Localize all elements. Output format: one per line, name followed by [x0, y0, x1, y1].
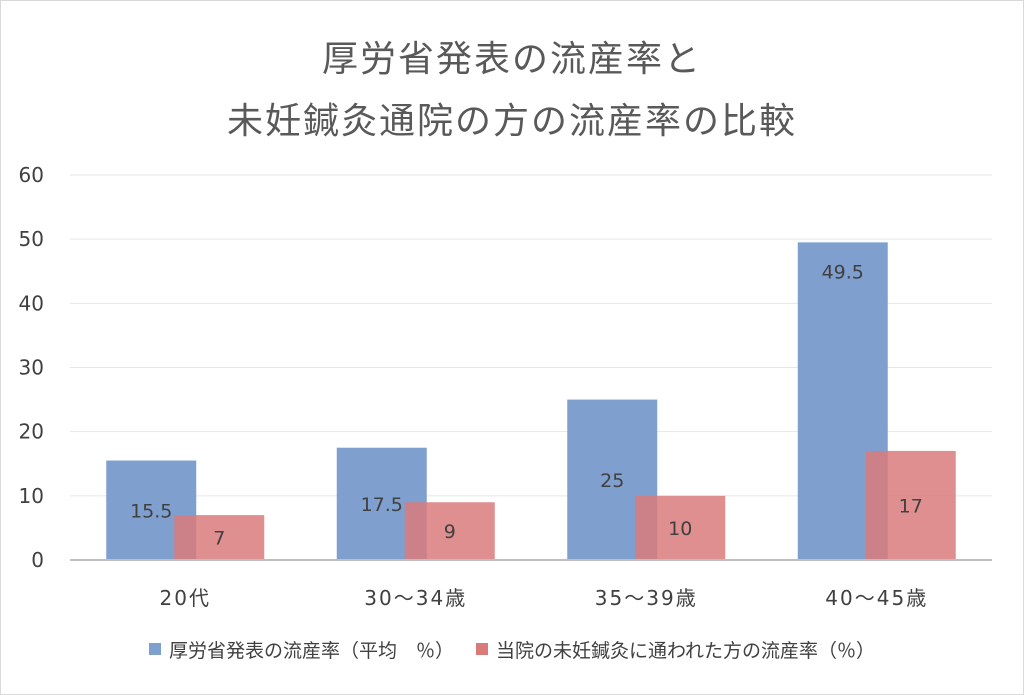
data-label-series-1: 49.5: [822, 261, 864, 283]
chart-title-line-2: 未妊鍼灸通院の方の流産率の比較: [226, 101, 797, 142]
bar-series-2: [865, 450, 956, 560]
legend-label-series-1: 厚労省発表の流産率（平均 ％）: [168, 639, 454, 662]
bar-series-2: [635, 495, 726, 560]
data-label-series-2: 17: [899, 495, 923, 517]
data-label-series-1: 17.5: [361, 494, 403, 516]
legend-item-series-1: 厚労省発表の流産率（平均 ％）: [148, 636, 454, 663]
chart-title-line-1: 厚労省発表の流産率と: [321, 39, 702, 80]
legend: 厚労省発表の流産率（平均 ％） 当院の未妊鍼灸に通われた方の流産率（％）: [0, 634, 1024, 664]
y-tick-label: 50: [19, 227, 44, 251]
y-tick-label: 10: [19, 484, 44, 508]
x-tick-label: 20代: [160, 586, 211, 610]
bar-series-2: [404, 502, 495, 560]
y-tick-label: 0: [31, 548, 44, 572]
y-tick-label: 20: [19, 420, 44, 444]
legend-swatch-series-2: [475, 643, 488, 655]
data-label-series-1: 25: [600, 470, 624, 492]
x-tick-label: 30～34歳: [364, 586, 467, 610]
data-label-series-2: 7: [213, 528, 225, 550]
x-tick-label: 40～45歳: [825, 586, 928, 610]
y-tick-label: 40: [19, 291, 44, 315]
data-label-series-2: 10: [668, 518, 692, 540]
y-tick-label: 30: [19, 356, 44, 380]
legend-swatch-series-1: [148, 643, 161, 655]
x-tick-label: 35～39歳: [595, 586, 698, 610]
bar-series-2: [174, 515, 265, 560]
y-tick-label: 60: [19, 163, 44, 187]
data-label-series-2: 9: [444, 521, 456, 543]
legend-item-series-2: 当院の未妊鍼灸に通われた方の流産率（％）: [475, 636, 876, 663]
data-label-series-1: 15.5: [130, 500, 172, 522]
legend-label-series-2: 当院の未妊鍼灸に通われた方の流産率（％）: [495, 639, 876, 662]
